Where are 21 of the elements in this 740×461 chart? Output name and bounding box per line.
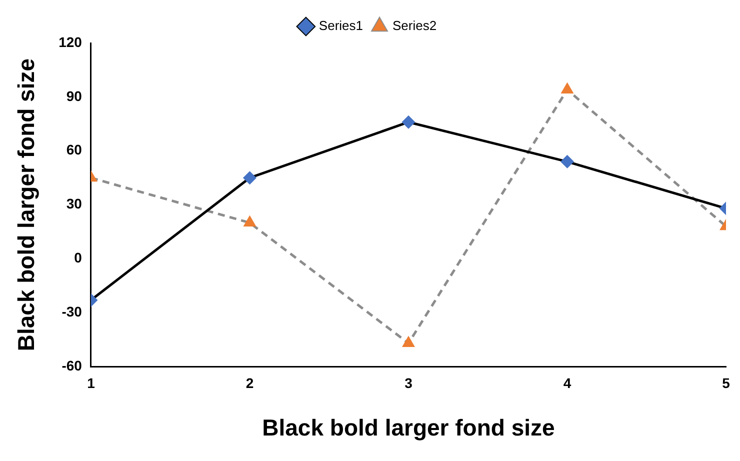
point <box>402 336 414 347</box>
y-tick-label: 0 <box>74 250 82 266</box>
y-tick-label: 90 <box>66 88 82 104</box>
x-axis-title: Black bold larger fond size <box>262 414 555 441</box>
point <box>244 216 256 227</box>
point <box>402 116 415 128</box>
y-tick-label: 30 <box>66 196 82 212</box>
x-tick-label: 2 <box>246 374 254 391</box>
y-tick-label: 60 <box>66 142 82 158</box>
x-tick-label: 1 <box>87 374 96 391</box>
y-tick-label: -30 <box>62 304 82 320</box>
y-tick-label: -60 <box>62 357 82 374</box>
y-tick-label: 120 <box>58 34 82 50</box>
point <box>560 155 574 168</box>
legend-label: Series1 <box>318 18 363 34</box>
x-tick-label: 3 <box>404 374 413 391</box>
y-axis-title: Black bold larger fond size <box>13 58 40 352</box>
point <box>562 83 573 94</box>
x-tick-label: 5 <box>722 374 730 391</box>
legend-label: Series2 <box>392 18 437 34</box>
x-tick-label: 4 <box>563 374 572 391</box>
